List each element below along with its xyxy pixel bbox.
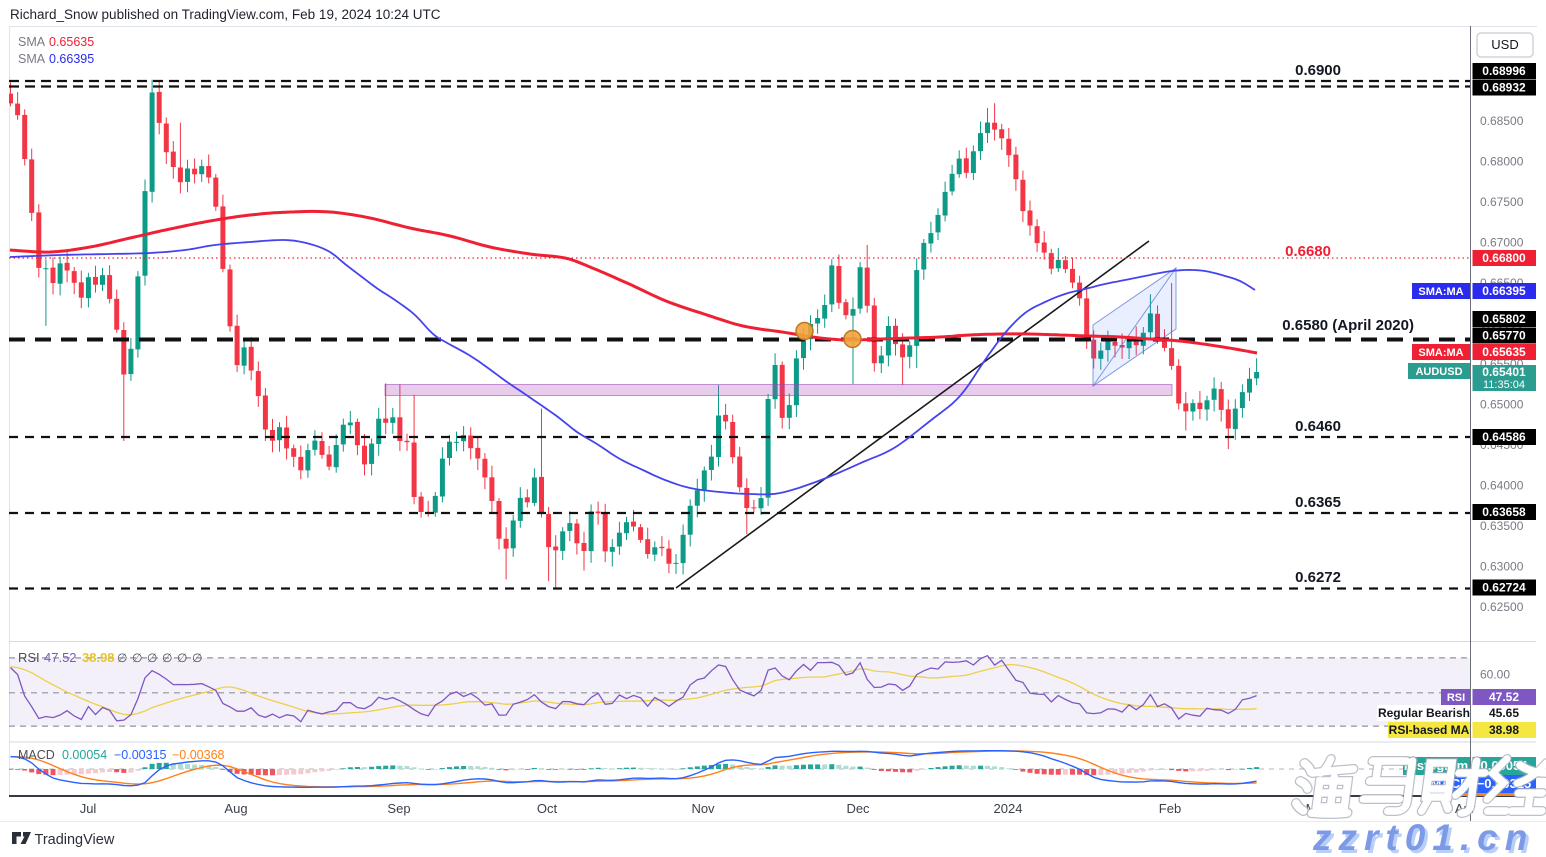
svg-text:47.52: 47.52 xyxy=(44,650,77,665)
svg-text:Feb: Feb xyxy=(1159,801,1181,816)
svg-text:0.65635: 0.65635 xyxy=(49,35,94,49)
svg-text:0.63000: 0.63000 xyxy=(1480,560,1524,574)
svg-text:Sep: Sep xyxy=(387,801,410,816)
svg-text:47.52: 47.52 xyxy=(1489,690,1519,704)
svg-text:0.62724: 0.62724 xyxy=(1482,581,1526,595)
svg-text:0.68000: 0.68000 xyxy=(1480,155,1524,169)
svg-text:0.6365: 0.6365 xyxy=(1295,494,1341,511)
svg-text:0.66395: 0.66395 xyxy=(1482,284,1526,298)
svg-text:∅: ∅ xyxy=(162,651,172,665)
svg-text:0.65401: 0.65401 xyxy=(1482,365,1526,379)
svg-text:Oct: Oct xyxy=(537,801,558,816)
svg-text:zzrt01.cn: zzrt01.cn xyxy=(1312,817,1534,857)
svg-text:Jul: Jul xyxy=(80,801,97,816)
svg-text:0.63658: 0.63658 xyxy=(1482,505,1526,519)
svg-text:0.64000: 0.64000 xyxy=(1480,479,1524,493)
svg-text:MACD: MACD xyxy=(18,748,55,762)
svg-text:0.6580 (April 2020): 0.6580 (April 2020) xyxy=(1282,317,1414,334)
svg-text:60.00: 60.00 xyxy=(1480,668,1510,682)
svg-text:0.68500: 0.68500 xyxy=(1480,114,1524,128)
svg-text:SMA: SMA xyxy=(18,52,46,66)
svg-text:0.6680: 0.6680 xyxy=(1285,243,1331,260)
svg-text:AUDUSD: AUDUSD xyxy=(1415,366,1462,378)
svg-text:∅: ∅ xyxy=(132,651,142,665)
svg-text:RSI-based MA: RSI-based MA xyxy=(1389,723,1470,737)
svg-text:SMA:MA: SMA:MA xyxy=(1418,347,1463,359)
svg-text:zzrt01.cn: zzrt01.cn xyxy=(1315,820,1537,857)
svg-text:RSI: RSI xyxy=(18,650,40,665)
svg-text:0.00054: 0.00054 xyxy=(62,748,107,762)
svg-text:11:35:04: 11:35:04 xyxy=(1483,379,1525,391)
svg-text:0.63500: 0.63500 xyxy=(1480,519,1524,533)
svg-text:∅: ∅ xyxy=(147,651,157,665)
svg-text:0.66395: 0.66395 xyxy=(49,52,94,66)
svg-text:Aug: Aug xyxy=(224,801,247,816)
svg-text:0.67500: 0.67500 xyxy=(1480,195,1524,209)
svg-text:0.65000: 0.65000 xyxy=(1480,398,1524,412)
svg-text:Nov: Nov xyxy=(691,801,715,816)
svg-text:∅: ∅ xyxy=(177,651,187,665)
svg-text:−0.00315: −0.00315 xyxy=(114,748,167,762)
svg-text:USD: USD xyxy=(1491,37,1518,52)
svg-text:TradingView: TradingView xyxy=(35,832,115,848)
svg-text:0.62500: 0.62500 xyxy=(1480,600,1524,614)
svg-text:Dec: Dec xyxy=(846,801,870,816)
svg-text:∅: ∅ xyxy=(192,651,202,665)
svg-text:0.6272: 0.6272 xyxy=(1295,569,1341,586)
svg-text:45.65: 45.65 xyxy=(1489,706,1519,720)
svg-text:−0.00368: −0.00368 xyxy=(172,748,225,762)
svg-text:0.6460: 0.6460 xyxy=(1295,418,1341,435)
svg-text:0.65770: 0.65770 xyxy=(1482,329,1526,343)
svg-text:0.65635: 0.65635 xyxy=(1482,345,1526,359)
svg-text:∅: ∅ xyxy=(117,651,127,665)
svg-text:0.68932: 0.68932 xyxy=(1482,81,1526,95)
svg-text:0.65802: 0.65802 xyxy=(1482,312,1526,326)
svg-text:0.68996: 0.68996 xyxy=(1482,64,1526,78)
svg-text:RSI: RSI xyxy=(1447,692,1465,704)
svg-text:Richard_Snow published on Trad: Richard_Snow published on TradingView.co… xyxy=(10,7,441,22)
svg-text:38.98: 38.98 xyxy=(82,650,115,665)
svg-text:0.66800: 0.66800 xyxy=(1482,251,1526,265)
svg-text:38.98: 38.98 xyxy=(1489,723,1519,737)
svg-text:0.64586: 0.64586 xyxy=(1482,430,1526,444)
svg-text:Regular Bearish: Regular Bearish xyxy=(1378,706,1470,720)
svg-text:SMA: SMA xyxy=(18,35,46,49)
svg-text:2024: 2024 xyxy=(994,801,1023,816)
svg-text:0.67000: 0.67000 xyxy=(1480,236,1524,250)
svg-text:0.6900: 0.6900 xyxy=(1295,62,1341,79)
svg-text:SMA:MA: SMA:MA xyxy=(1418,286,1463,298)
